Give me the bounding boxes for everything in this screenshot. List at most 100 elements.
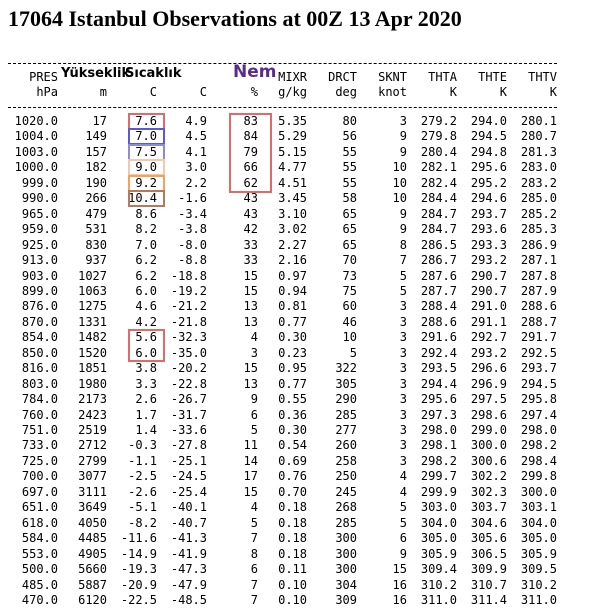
table-cell: 7 bbox=[399, 253, 407, 268]
table-cell: 10 bbox=[392, 175, 407, 190]
table-cell: 287.1 bbox=[520, 253, 557, 268]
table-cell: 925.0 bbox=[21, 237, 58, 252]
table-cell: 10 bbox=[342, 330, 357, 345]
table-cell: 295.6 bbox=[470, 160, 507, 175]
table-cell: -48.5 bbox=[170, 592, 207, 607]
column-unit: C bbox=[149, 85, 157, 99]
table-cell: -14.9 bbox=[120, 546, 157, 561]
column-header: THTE bbox=[478, 70, 507, 84]
table-cell: -2.6 bbox=[128, 484, 157, 499]
table-cell: -25.1 bbox=[170, 453, 207, 468]
table-cell: 6120 bbox=[78, 592, 107, 607]
table-cell: 13 bbox=[243, 376, 258, 391]
table-cell: 297.3 bbox=[420, 407, 457, 422]
table-cell: 284.7 bbox=[420, 222, 457, 237]
table-cell: 3.3 bbox=[135, 376, 157, 391]
table-cell: 700.0 bbox=[21, 469, 58, 484]
table-cell: -47.3 bbox=[170, 562, 207, 577]
table-cell: 1004.0 bbox=[14, 129, 58, 144]
table-cell: 291.7 bbox=[520, 330, 557, 345]
table-cell: 11 bbox=[243, 438, 258, 453]
table-cell: 1275 bbox=[78, 299, 107, 314]
table-cell: 2519 bbox=[78, 423, 107, 437]
table-cell: 784.0 bbox=[21, 392, 58, 407]
table-cell: -41.9 bbox=[170, 546, 207, 561]
table-cell: -22.5 bbox=[120, 592, 157, 607]
table-cell: 13 bbox=[243, 314, 258, 329]
table-cell: 0.95 bbox=[278, 361, 307, 376]
column-unit: m bbox=[99, 85, 107, 99]
table-cell: 0.18 bbox=[278, 546, 307, 561]
table-cell: 80 bbox=[342, 114, 357, 128]
table-cell: -19.3 bbox=[120, 562, 157, 577]
table-cell: 309.4 bbox=[420, 562, 457, 577]
separator bbox=[8, 63, 557, 64]
table-cell: 302.2 bbox=[470, 469, 507, 484]
table-cell: -47.9 bbox=[170, 577, 207, 592]
table-cell: 903.0 bbox=[21, 268, 58, 283]
table-cell: 258 bbox=[335, 453, 357, 468]
table-cell: 294.4 bbox=[420, 376, 457, 391]
table-cell: 295.8 bbox=[520, 392, 557, 407]
table-cell: 298.0 bbox=[420, 423, 457, 437]
table-cell: 5.29 bbox=[278, 129, 307, 144]
table-cell: 282.1 bbox=[420, 160, 457, 175]
table-cell: 305.0 bbox=[520, 531, 557, 546]
table-cell: 300.0 bbox=[520, 484, 557, 499]
table-cell: 322 bbox=[335, 361, 357, 376]
table-cell: 4905 bbox=[78, 546, 107, 561]
table-cell: 293.7 bbox=[520, 361, 557, 376]
table-cell: 485.0 bbox=[21, 577, 58, 592]
table-cell: 297.4 bbox=[520, 407, 557, 422]
table-cell: 10.4 bbox=[128, 191, 157, 206]
table-cell: 3.45 bbox=[278, 191, 307, 206]
table-cell: 876.0 bbox=[21, 299, 58, 314]
table-cell: -21.2 bbox=[170, 299, 207, 314]
table-cell: 43 bbox=[243, 206, 258, 221]
table-cell: 4.6 bbox=[135, 299, 157, 314]
table-cell: 1851 bbox=[78, 361, 107, 376]
table-cell: 46 bbox=[342, 314, 357, 329]
table-cell: 17 bbox=[92, 114, 107, 128]
table-cell: 293.2 bbox=[470, 253, 507, 268]
table-cell: 3111 bbox=[78, 484, 107, 499]
table-cell: -0.3 bbox=[128, 438, 157, 453]
table-cell: 292.7 bbox=[470, 330, 507, 345]
table-cell: 284.7 bbox=[420, 206, 457, 221]
table-cell: 3 bbox=[399, 314, 407, 329]
table-cell: 283.2 bbox=[520, 175, 557, 190]
table-cell: 33 bbox=[243, 253, 258, 268]
table-cell: 3649 bbox=[78, 500, 107, 515]
table-cell: 0.81 bbox=[278, 299, 307, 314]
table-cell: 1003.0 bbox=[14, 144, 58, 159]
table-cell: 5.15 bbox=[278, 144, 307, 159]
table-cell: 9.2 bbox=[135, 175, 157, 190]
table-cell: 1000.0 bbox=[14, 160, 58, 175]
table-cell: 250 bbox=[335, 469, 357, 484]
table-cell: 66 bbox=[243, 160, 258, 175]
table-cell: 0.10 bbox=[278, 592, 307, 607]
table-cell: 293.2 bbox=[470, 345, 507, 360]
table-cell: 303.7 bbox=[470, 500, 507, 515]
highlight-box bbox=[128, 190, 165, 208]
table-cell: 304.0 bbox=[520, 515, 557, 530]
table-cell: 65 bbox=[342, 237, 357, 252]
highlight-box bbox=[128, 143, 165, 161]
column-unit: knot bbox=[378, 85, 407, 99]
table-cell: 3 bbox=[399, 361, 407, 376]
table-cell: 268 bbox=[335, 500, 357, 515]
table-cell: 10 bbox=[392, 191, 407, 206]
table-cell: 182 bbox=[85, 160, 107, 175]
table-cell: 297.5 bbox=[470, 392, 507, 407]
table-cell: 285.2 bbox=[520, 206, 557, 221]
table-cell: 697.0 bbox=[21, 484, 58, 499]
table-cell: 7.0 bbox=[135, 237, 157, 252]
table-cell: 291.6 bbox=[420, 330, 457, 345]
table-cell: 990.0 bbox=[21, 191, 58, 206]
table-cell: 6 bbox=[250, 407, 258, 422]
table-cell: 73 bbox=[342, 268, 357, 283]
table-cell: -8.8 bbox=[178, 253, 207, 268]
table-cell: 0.97 bbox=[278, 268, 307, 283]
table-cell: 8 bbox=[250, 546, 258, 561]
table-cell: 651.0 bbox=[21, 500, 58, 515]
